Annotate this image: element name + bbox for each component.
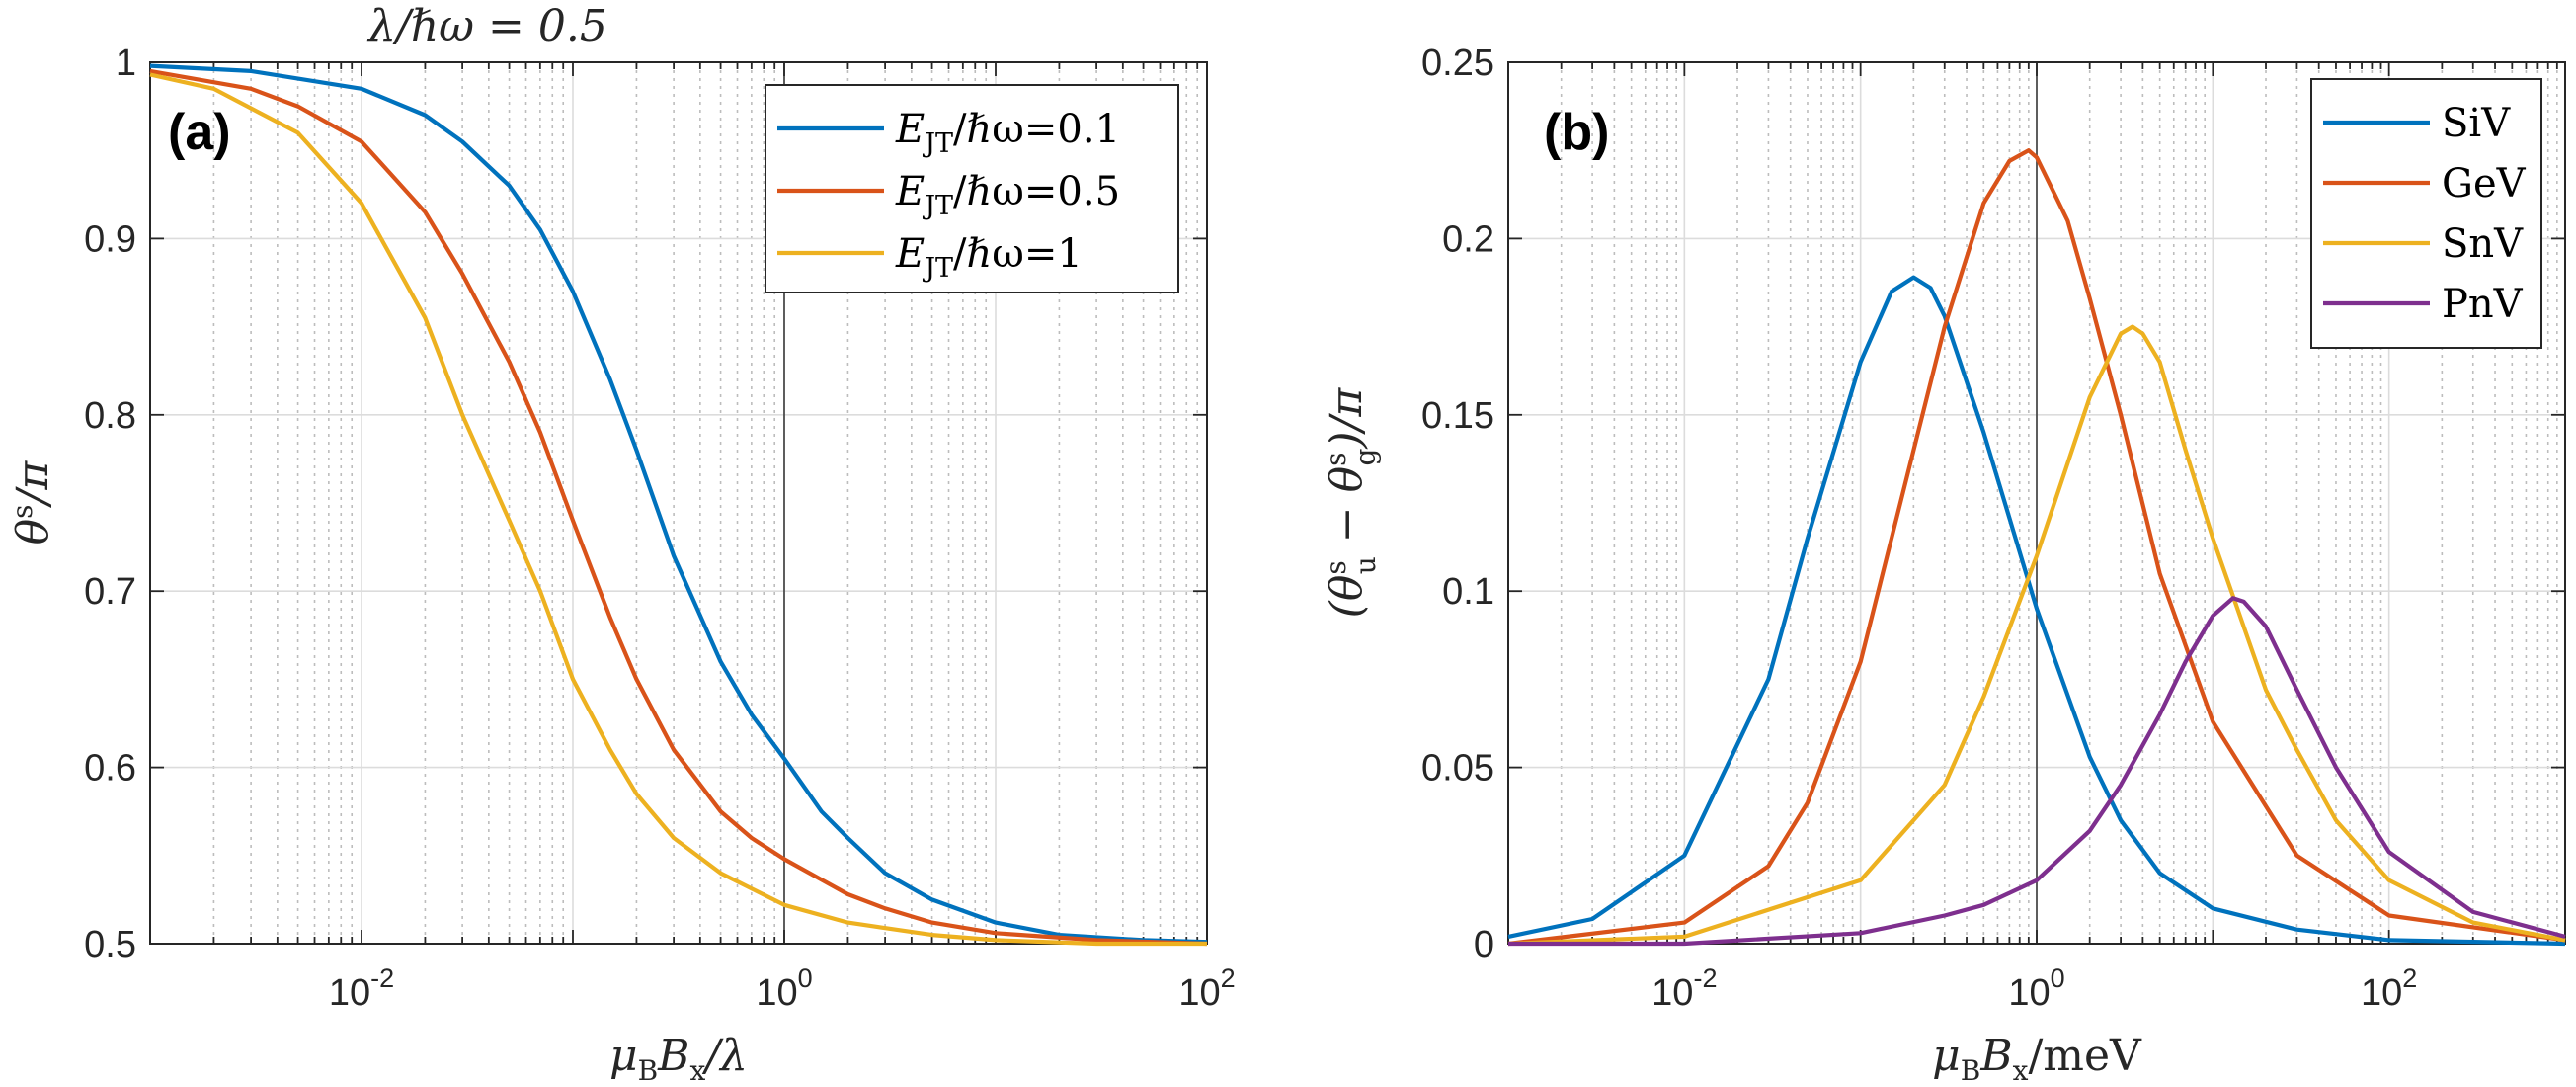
x-tick-label: 10-2	[329, 963, 394, 1014]
axes-box	[149, 61, 1208, 945]
legend-entry: EJT/ℏω=0.1	[895, 107, 1120, 159]
series-line-siv	[1507, 275, 2566, 947]
y-tick-label: 0.7	[84, 571, 136, 613]
y-axis-label: θs/π	[6, 460, 58, 545]
legend-entry: SnV	[2442, 221, 2524, 267]
y-tick-label: 0.25	[1421, 42, 1494, 84]
x-tick-label: 102	[1178, 963, 1235, 1014]
series-line-pnv	[1508, 596, 2566, 947]
y-tick-label: 0.9	[84, 218, 136, 260]
y-tick-label: 1	[116, 42, 136, 84]
legend-entry: PnV	[2442, 282, 2524, 327]
x-axis-label: μBBx/meV	[1932, 1031, 2142, 1087]
x-tick-label: 100	[756, 963, 812, 1014]
x-tick-label: 102	[2361, 963, 2417, 1014]
y-tick-label: 0.15	[1421, 395, 1494, 437]
x-ticks-b	[1507, 61, 2566, 945]
panel-label: (b)	[1544, 104, 1609, 161]
x-tick-label: 100	[2008, 963, 2064, 1014]
legend-entry: SiV	[2442, 101, 2511, 146]
y-tick-label: 0.2	[1442, 218, 1494, 260]
legend-entry: EJT/ℏω=1	[895, 231, 1083, 284]
y-tick-label: 0	[1474, 924, 1494, 965]
legend-a: EJT/ℏω=0.1 EJT/ℏω=0.5 EJT/ℏω=1	[765, 84, 1179, 293]
legend-entry: GeV	[2442, 161, 2527, 207]
chart-title: λ/ℏω = 0.5	[366, 1, 607, 51]
y-tick-label: 0.5	[84, 924, 136, 965]
y-tick-label: 0.6	[84, 748, 136, 790]
panel-label: (a)	[168, 104, 231, 161]
series-line-gev	[1507, 148, 2566, 947]
y-axis-label: (θsu − θsg)/π	[1320, 387, 1382, 619]
x-axis-label: μBBx/λ	[609, 1031, 748, 1087]
series-line-snv	[1507, 324, 2566, 947]
y-tick-label: 0.05	[1421, 748, 1494, 790]
chart-panel-a: 0.5 0.6 0.7 0.8 0.9 1 10-2 100 102 (a) λ/ℏω = 0.5 μ…	[6, 1, 1236, 1087]
series-line-e-jt-1	[149, 72, 1207, 947]
series-line-e-jt-0-5	[149, 68, 1208, 947]
legend-b: SiV GeV SnV PnV	[2310, 78, 2542, 349]
chart-panel-b: 0 0.05 0.1 0.15 0.2 0.25 10-2 100 102 (b) μBBx/meV…	[1320, 42, 2566, 1087]
legend-entry: EJT/ℏω=0.5	[895, 169, 1120, 221]
y-tick-label: 0.1	[1442, 571, 1494, 613]
y-tick-label: 0.8	[84, 395, 136, 437]
series-line-e-jt-0-1	[149, 63, 1208, 945]
x-tick-label: 10-2	[1651, 963, 1717, 1014]
